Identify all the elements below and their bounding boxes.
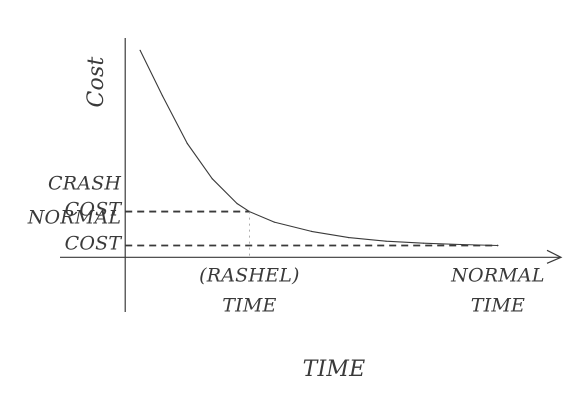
curve-point-4 xyxy=(236,202,238,205)
x-axis-arrowhead xyxy=(546,249,563,264)
curve-point-6 xyxy=(273,221,275,223)
x-tick-label-line: NORMAL xyxy=(450,264,545,286)
y-tick-label-line: COST xyxy=(65,199,123,221)
curve-point-2 xyxy=(186,142,188,145)
y-tick-label-0: CRASH COST xyxy=(48,173,122,221)
cost-curve-line xyxy=(139,50,498,247)
y-axis-title: Cost xyxy=(84,56,109,107)
x-tick-label-line: (RASHEL) xyxy=(199,264,300,286)
curve-points xyxy=(139,49,499,247)
y-tick-label-line: NORMAL xyxy=(27,207,122,229)
curve-point-7 xyxy=(310,230,313,232)
curve-point-1 xyxy=(161,95,164,97)
y-tick-label-1: NORMAL COST xyxy=(27,207,123,255)
y-tick-label-line: COST xyxy=(65,233,123,255)
curve-point-0 xyxy=(139,49,141,51)
x-tick-label-1: NORMAL TIME xyxy=(450,264,545,316)
x-axis-title: TIME xyxy=(303,357,366,382)
x-tick-label-0: (RASHEL) TIME xyxy=(199,264,300,316)
curve-point-10 xyxy=(422,242,424,244)
curve-point-9 xyxy=(385,240,387,242)
curve-point-8 xyxy=(348,237,350,239)
curve-point-3 xyxy=(211,178,213,180)
curve-point-11 xyxy=(460,243,462,246)
x-tick-label-line: TIME xyxy=(222,294,276,316)
x-tick-label-line: TIME xyxy=(471,294,525,316)
y-tick-label-line: CRASH xyxy=(48,173,121,195)
